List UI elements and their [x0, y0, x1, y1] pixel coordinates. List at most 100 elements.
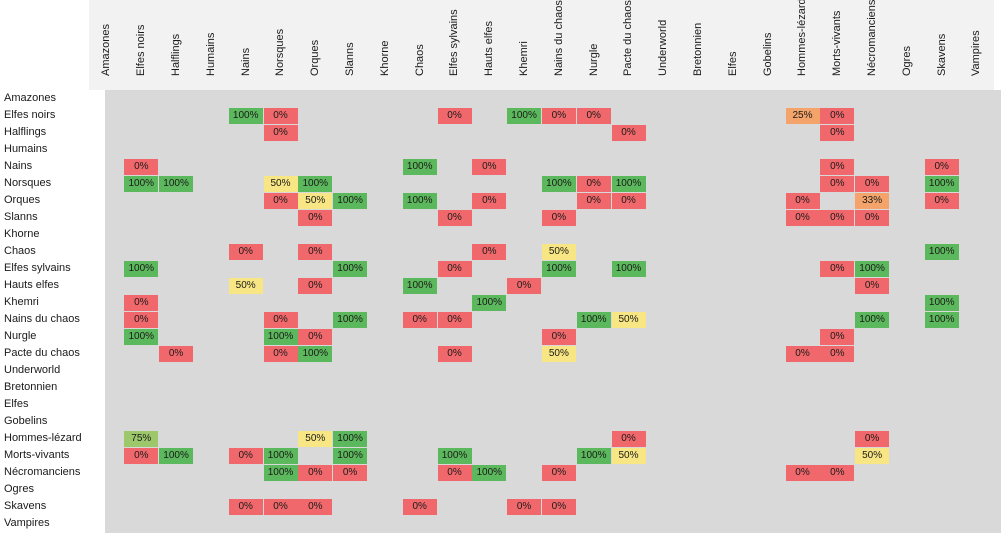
column-header: Nécromanciens	[854, 0, 890, 90]
result-cell: 0%	[820, 464, 855, 481]
column-header: Nurgle	[576, 0, 611, 90]
result-cell: 100%	[402, 277, 437, 294]
result-cell: 0%	[541, 107, 576, 124]
result-cell: 100%	[924, 311, 959, 328]
column-header: Morts-vivants	[819, 0, 855, 90]
result-cell: 50%	[541, 345, 576, 362]
result-cell: 100%	[124, 328, 159, 345]
row-label: Khorne	[4, 228, 40, 240]
result-cell: 0%	[820, 175, 855, 192]
header-corner	[0, 0, 89, 90]
result-cell: 100%	[333, 311, 368, 328]
column-header-label: Humains	[204, 32, 217, 76]
column-header-label: Chaos	[413, 44, 426, 76]
result-cell: 0%	[124, 447, 159, 464]
column-header: Gobelins	[750, 0, 785, 90]
result-cell: 0%	[820, 209, 855, 226]
result-cell: 0%	[472, 192, 507, 209]
result-cell: 0%	[298, 243, 333, 260]
result-cell: 0%	[263, 498, 298, 515]
row-label: Skavens	[4, 500, 47, 512]
result-cell: 0%	[263, 311, 298, 328]
result-cell: 100%	[298, 345, 333, 362]
column-header-label: Amazones	[100, 24, 113, 76]
result-cell: 100%	[611, 175, 646, 192]
result-cell: 50%	[541, 243, 576, 260]
result-cell: 0%	[437, 464, 472, 481]
result-cell: 100%	[472, 294, 507, 311]
result-cell: 33%	[855, 192, 890, 209]
column-header: Orques	[297, 0, 333, 90]
column-header-label: Elfes sylvains	[448, 9, 461, 76]
row-label: Orques	[4, 194, 41, 206]
result-cell: 0%	[298, 209, 333, 226]
column-header-label: Halflings	[169, 33, 182, 76]
result-cell: 0%	[924, 192, 959, 209]
row-label: Gobelins	[4, 415, 48, 427]
column-header-label: Slanns	[343, 42, 356, 76]
result-cell: 100%	[124, 260, 159, 277]
column-header-label: Elfes	[726, 51, 739, 76]
result-cell: 25%	[785, 107, 820, 124]
column-header-label: Hommes-lézard	[796, 0, 809, 76]
row-label: Slanns	[4, 211, 38, 223]
result-cell: 0%	[855, 430, 890, 447]
result-cell: 0%	[228, 447, 263, 464]
column-header: Khemri	[506, 0, 542, 90]
column-header: Underworld	[645, 0, 681, 90]
column-header-label: Khorne	[378, 40, 391, 76]
column-header: Hauts elfes	[471, 0, 507, 90]
result-cell: 0%	[820, 260, 855, 277]
column-header: Nains du chaos	[541, 0, 577, 90]
row-label: Amazones	[4, 92, 56, 104]
column-header-label: Gobelins	[761, 32, 774, 76]
column-header: Chaos	[402, 0, 437, 90]
result-cell: 100%	[437, 447, 472, 464]
column-header-label: Ogres	[900, 46, 913, 76]
row-label: Vampires	[4, 517, 50, 529]
row-label: Elfes noirs	[4, 109, 56, 121]
row-label: Elfes	[4, 398, 29, 410]
result-cell: 0%	[263, 107, 298, 124]
result-cell: 0%	[507, 277, 542, 294]
column-header: Elfes	[715, 0, 751, 90]
column-header-label: Pacte du chaos	[622, 0, 635, 76]
result-cell: 50%	[855, 447, 890, 464]
result-cell: 100%	[507, 107, 542, 124]
row-label: Nains du chaos	[4, 313, 80, 325]
result-cell: 100%	[541, 175, 576, 192]
result-cell: 0%	[576, 192, 611, 209]
column-header: Elfes sylvains	[437, 0, 472, 90]
result-cell: 0%	[124, 294, 159, 311]
result-cell: 0%	[541, 209, 576, 226]
row-label: Hauts elfes	[4, 279, 60, 291]
result-cell: 100%	[333, 260, 368, 277]
row-label: Pacte du chaos	[4, 347, 80, 359]
result-cell: 100%	[159, 447, 194, 464]
row-label: Bretonnien	[4, 381, 58, 393]
result-cell: 0%	[541, 498, 576, 515]
result-cell: 50%	[228, 277, 263, 294]
column-header-label: Underworld	[657, 19, 670, 76]
column-header: Slanns	[332, 0, 368, 90]
result-cell: 0%	[437, 260, 472, 277]
result-cell: 100%	[298, 175, 333, 192]
result-cell: 100%	[333, 447, 368, 464]
result-cell: 100%	[611, 260, 646, 277]
result-cell: 0%	[437, 345, 472, 362]
column-header: Hommes-lézard	[785, 0, 820, 90]
result-cell: 0%	[437, 311, 472, 328]
column-header: Ogres	[889, 0, 925, 90]
row-label: Chaos	[4, 245, 36, 257]
column-header: Amazones	[89, 0, 124, 90]
result-cell: 0%	[785, 209, 820, 226]
column-header-label: Morts-vivants	[831, 10, 844, 76]
result-cell: 100%	[472, 464, 507, 481]
result-cell: 75%	[124, 430, 159, 447]
result-cell: 50%	[298, 192, 333, 209]
column-header: Skavens	[924, 0, 959, 90]
row-label: Underworld	[4, 364, 61, 376]
result-cell: 0%	[333, 464, 368, 481]
row-label: Ogres	[4, 483, 34, 495]
column-header: Vampires	[959, 0, 994, 90]
